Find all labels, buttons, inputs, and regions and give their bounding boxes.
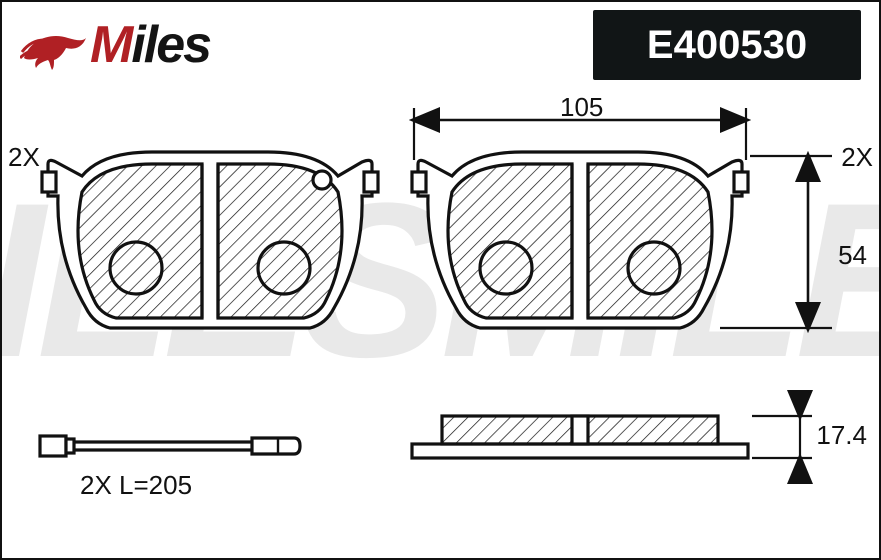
- brake-pad-right-front: [412, 152, 748, 328]
- header: Miles E400530: [20, 10, 861, 80]
- wear-sensor: [40, 436, 300, 456]
- part-number-badge: E400530: [593, 10, 861, 80]
- brake-pad-left-front: [42, 152, 378, 328]
- brake-pad-side-view: [412, 416, 748, 458]
- part-number-value: E400530: [647, 23, 807, 67]
- greyhound-icon: [20, 18, 90, 72]
- drawing-svg: [0, 100, 881, 560]
- technical-drawing-canvas: 2X 2X 105 54 17.4 2X L=205: [0, 100, 881, 560]
- dim-thickness: [752, 396, 812, 478]
- brand-name: Miles: [90, 15, 210, 75]
- brand-logo: Miles: [20, 15, 210, 75]
